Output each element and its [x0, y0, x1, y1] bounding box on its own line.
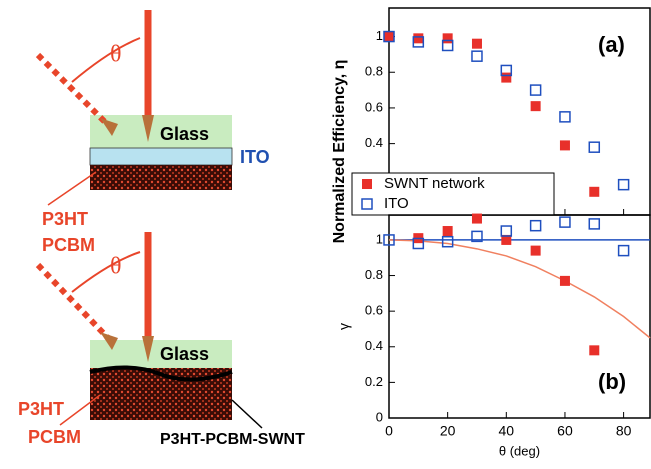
y-tick-label: 0.4	[365, 338, 383, 353]
y-axis-label: γ	[336, 323, 352, 330]
point	[530, 101, 541, 112]
point	[442, 33, 453, 44]
y-tick-label: 0	[376, 409, 383, 424]
x-tick-label: 60	[557, 423, 573, 439]
legend-marker	[361, 198, 373, 210]
beam-head	[100, 118, 118, 136]
pointer	[47, 171, 97, 206]
pcbm-label: PCBM	[42, 235, 95, 255]
blend-label: P3HT-PCBM-SWNT	[160, 431, 305, 448]
point	[589, 186, 600, 197]
glass-label: Glass	[160, 344, 209, 364]
x-axis-label: θ (deg)	[499, 443, 540, 458]
p3ht-label: P3HT	[42, 209, 88, 229]
legend-marker	[362, 179, 372, 189]
point	[383, 30, 395, 43]
ito-layer	[89, 147, 233, 166]
point	[617, 178, 630, 191]
panel-label: (a)	[598, 32, 625, 57]
diagram-top: θ Glass ITO P3HT PCBM	[35, 10, 270, 255]
y-tick-label: 0.6	[365, 303, 383, 318]
point	[529, 84, 542, 96]
point	[413, 33, 424, 44]
legend-label: SWNT network	[384, 175, 485, 192]
angle-label: θ	[110, 254, 122, 280]
pcbm-label: PCBM	[28, 427, 81, 447]
point	[559, 216, 571, 228]
point	[529, 219, 542, 232]
point	[559, 140, 570, 151]
point	[442, 226, 453, 237]
point	[588, 218, 601, 230]
y-tick-label: 0.4	[365, 135, 383, 150]
point	[530, 245, 541, 256]
point	[441, 39, 454, 52]
angle-arc	[71, 37, 141, 83]
active-layer	[90, 165, 232, 190]
point	[383, 234, 395, 246]
angle-arc	[71, 251, 141, 293]
x-tick-label: 40	[499, 423, 515, 439]
point	[441, 235, 454, 248]
y-tick-label: 0.6	[365, 99, 383, 114]
point	[617, 244, 630, 257]
point	[589, 345, 600, 356]
y-tick-label: 0.8	[365, 64, 383, 79]
point	[500, 64, 513, 77]
angle-label: θ	[110, 42, 122, 68]
point	[471, 50, 483, 62]
glass-label: Glass	[160, 124, 209, 144]
p3ht-label: P3HT	[18, 399, 64, 419]
beam-head	[142, 115, 154, 142]
point	[471, 213, 482, 224]
beam-head	[142, 336, 154, 362]
y-axis-label: Normalized Efficiency, η	[331, 60, 348, 244]
swnt-network	[89, 365, 233, 382]
diagram-bottom: θ Glass P3HT PCBM P3HT-PCBM-SWNT	[18, 232, 305, 448]
point	[559, 111, 571, 123]
point	[384, 31, 394, 42]
point	[501, 72, 512, 83]
point	[412, 237, 425, 250]
y-tick-label: 0.8	[365, 267, 383, 282]
y-tick-label: 1	[376, 231, 383, 246]
point	[559, 275, 570, 286]
y-tick-label: 1	[376, 28, 383, 43]
plot-frame	[388, 214, 651, 419]
pointer	[59, 394, 101, 426]
point	[412, 36, 425, 48]
x-tick-label: 20	[440, 423, 456, 439]
panel-label: (b)	[598, 369, 626, 394]
legend-box	[351, 172, 555, 216]
point	[588, 141, 601, 153]
pointer	[231, 399, 263, 429]
x-tick-label: 80	[616, 423, 632, 439]
legend-label: ITO	[384, 195, 409, 212]
oblique-beam	[35, 52, 111, 128]
point	[471, 38, 482, 49]
fit-line	[388, 239, 651, 339]
oblique-beam	[35, 262, 111, 341]
point	[501, 234, 512, 245]
beam-head	[100, 332, 118, 350]
ito-label: ITO	[240, 147, 270, 167]
y-tick-label: 0.2	[365, 374, 383, 389]
point	[471, 230, 483, 243]
x-tick-label: 0	[385, 423, 393, 439]
point	[500, 225, 513, 237]
